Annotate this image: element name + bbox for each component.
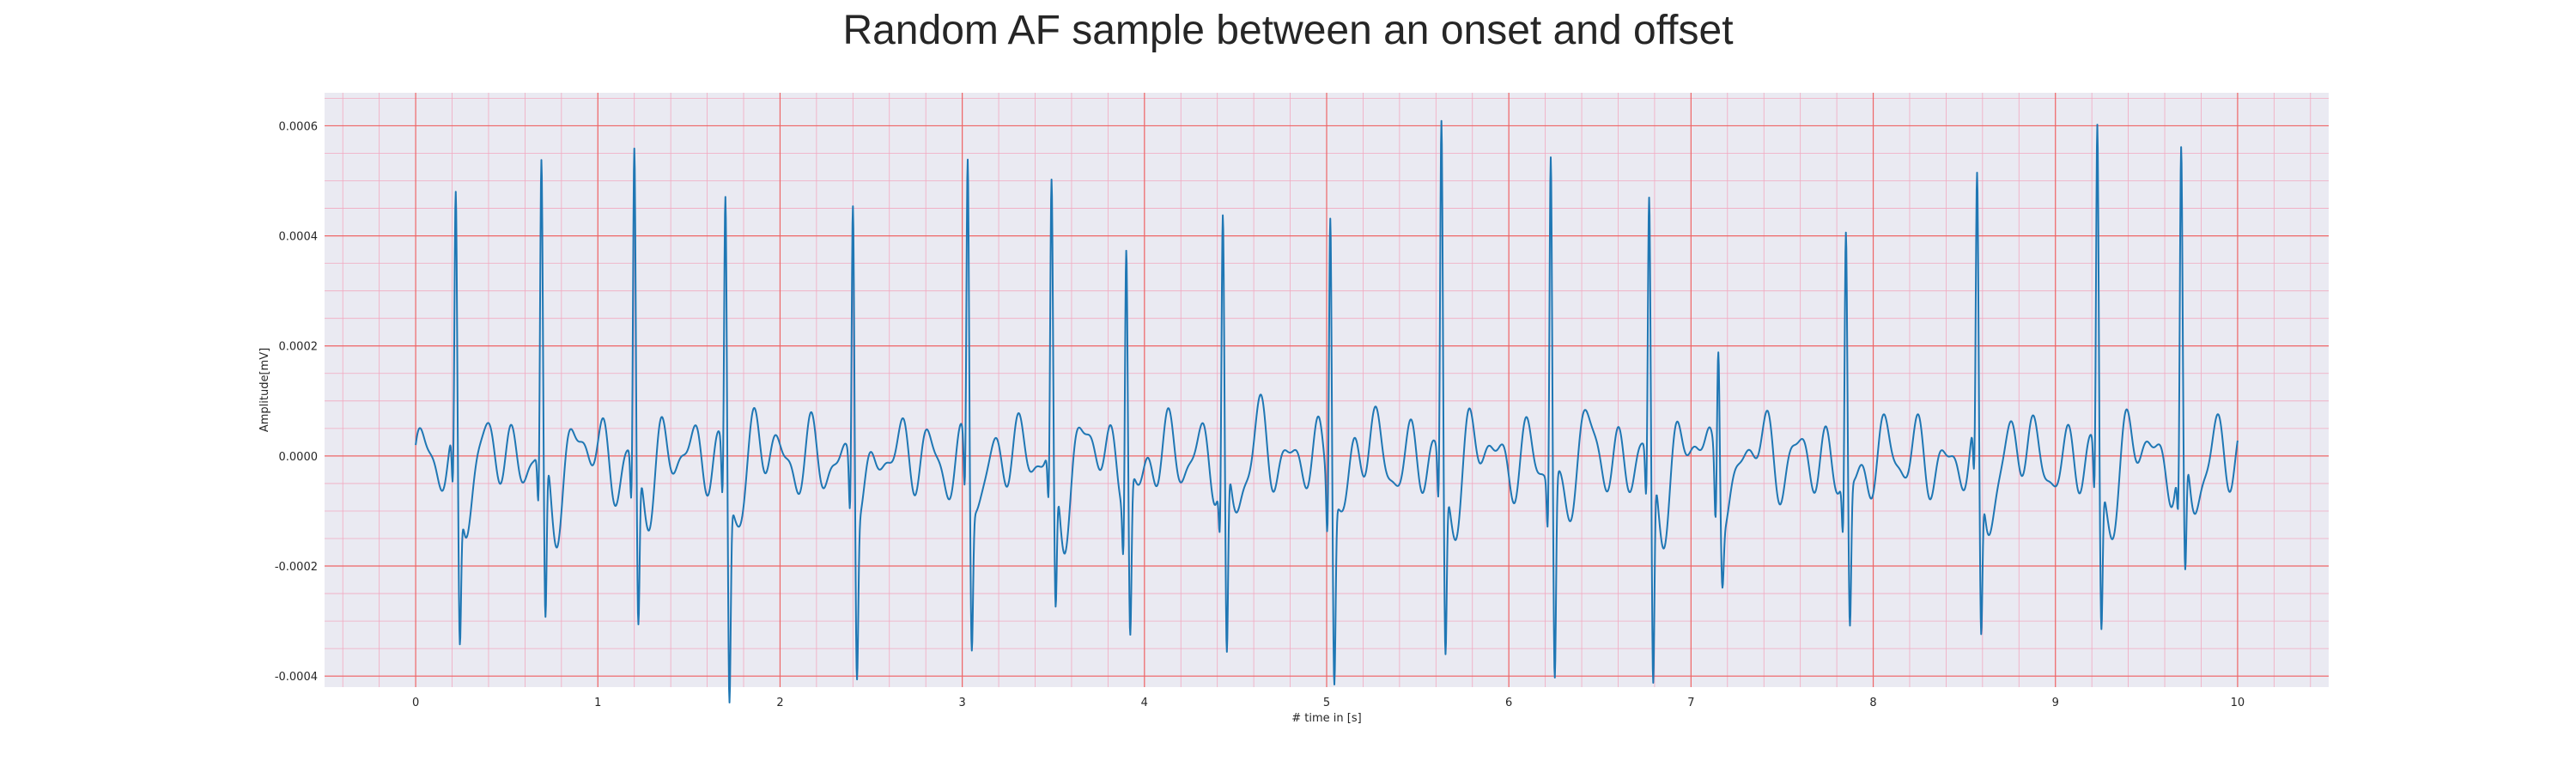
chart-title: Random AF sample between an onset and of…: [842, 8, 1734, 53]
ecg-trace-line: [415, 119, 2239, 703]
x-axis-label: # time in [s]: [1291, 712, 1361, 725]
x-tick-label: 8: [1869, 697, 1876, 709]
x-tick-label: 0: [412, 697, 419, 709]
y-tick-label: 0.0000: [279, 451, 319, 464]
y-tick-label: 0.0002: [279, 341, 319, 354]
x-tick-label: 1: [594, 697, 601, 709]
y-axis-label: Amplitude[mV]: [258, 348, 271, 432]
y-tick-label: 0.0006: [279, 120, 319, 133]
x-tick-label: 10: [2231, 697, 2245, 709]
x-tick-label: 7: [1687, 697, 1694, 709]
y-tick-label: 0.0004: [279, 231, 319, 244]
x-tick-labels: 0 1 2 3 4 5 6 7 8 9 10: [412, 697, 2245, 709]
series-layer: [415, 119, 2239, 703]
major-grid: [325, 93, 2329, 687]
x-tick-label: 2: [776, 697, 783, 709]
y-tick-label: -0.0004: [275, 671, 318, 684]
x-tick-label: 4: [1141, 697, 1148, 709]
y-tick-labels: -0.0004 -0.0002 0.0000 0.0002 0.0004 0.0006: [275, 120, 318, 684]
x-tick-label: 6: [1505, 697, 1512, 709]
y-tick-label: -0.0002: [275, 561, 318, 574]
x-tick-label: 9: [2052, 697, 2059, 709]
x-tick-label: 5: [1323, 697, 1330, 709]
x-tick-label: 3: [958, 697, 965, 709]
